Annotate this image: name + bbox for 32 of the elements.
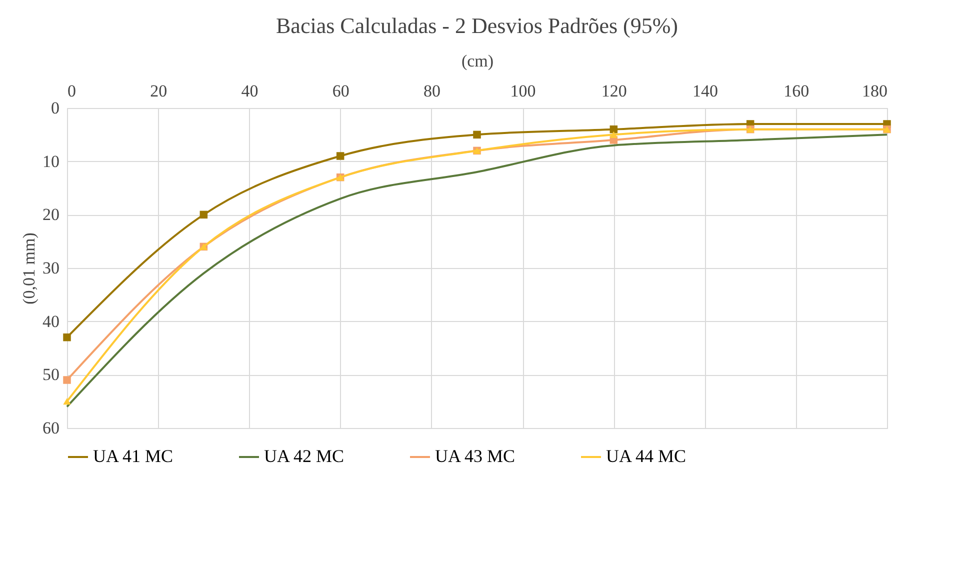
x-axis-title: (cm) [461,52,494,70]
legend-label: UA 42 MC [264,446,344,466]
point [63,398,71,405]
y-tick-label: 10 [42,152,60,171]
chart-title: Bacias Calculadas - 2 Desvios Padrões (95%) [276,13,678,38]
point [610,125,618,134]
point [336,152,344,160]
point [63,333,71,342]
x-tick-label: 100 [510,82,536,100]
x-tick-label: 80 [423,82,440,100]
x-tick-label: 60 [332,82,350,100]
x-tick-label: 20 [150,82,168,100]
legend-label: UA 44 MC [606,446,686,466]
legend-label: UA 43 MC [435,446,516,466]
x-tick-label: 120 [601,82,627,100]
point [473,130,481,139]
x-tick-label: 180 [862,82,888,100]
y-axis-title: (0,01 mm) [20,232,38,304]
x-tick-label: 0 [68,82,76,100]
y-tick-label: 20 [42,205,60,224]
y-tick-label: 40 [42,312,60,331]
legend-label: UA 41 MC [93,446,174,466]
point [610,131,618,138]
point [63,376,71,384]
y-tick-label: 0 [51,98,60,118]
y-tick-label: 50 [42,365,60,384]
point [200,210,208,219]
y-tick-label: 60 [42,418,60,438]
x-tick-label: 160 [784,82,810,100]
x-tick-label: 40 [241,82,258,100]
x-tick-label: 140 [692,82,718,100]
y-tick-label: 30 [42,258,60,278]
